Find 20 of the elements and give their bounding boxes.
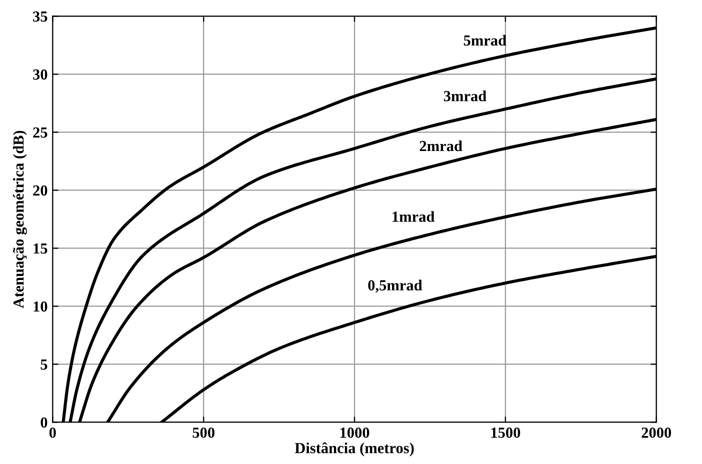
x-tick-label: 0 <box>49 428 56 438</box>
x-axis-title: Distância (metros) <box>294 442 414 456</box>
series-label: 0,5mrad <box>368 280 422 293</box>
y-tick-label: 35 <box>33 11 48 22</box>
x-tick-label: 500 <box>192 428 214 438</box>
series-label: 1mrad <box>392 211 435 222</box>
x-tick-label: 1000 <box>340 428 370 438</box>
y-tick-label: 30 <box>33 69 48 80</box>
x-tick-label: 1500 <box>491 428 520 438</box>
y-tick-label: 10 <box>34 301 48 312</box>
series-label: 3mrad <box>444 90 486 102</box>
y-tick-label: 15 <box>34 243 48 254</box>
y-tick-label: 0 <box>40 417 48 428</box>
series-label: 2mrad <box>420 140 462 152</box>
y-tick-label: 25 <box>33 127 48 138</box>
y-tick-label: 5 <box>40 360 48 370</box>
legend-label: 5mrad <box>464 34 506 46</box>
x-tick-label: 2000 <box>642 428 672 438</box>
y-tick-label: 20 <box>33 185 48 196</box>
y-axis-title: Atenuação geométrica (dB) <box>12 130 27 308</box>
